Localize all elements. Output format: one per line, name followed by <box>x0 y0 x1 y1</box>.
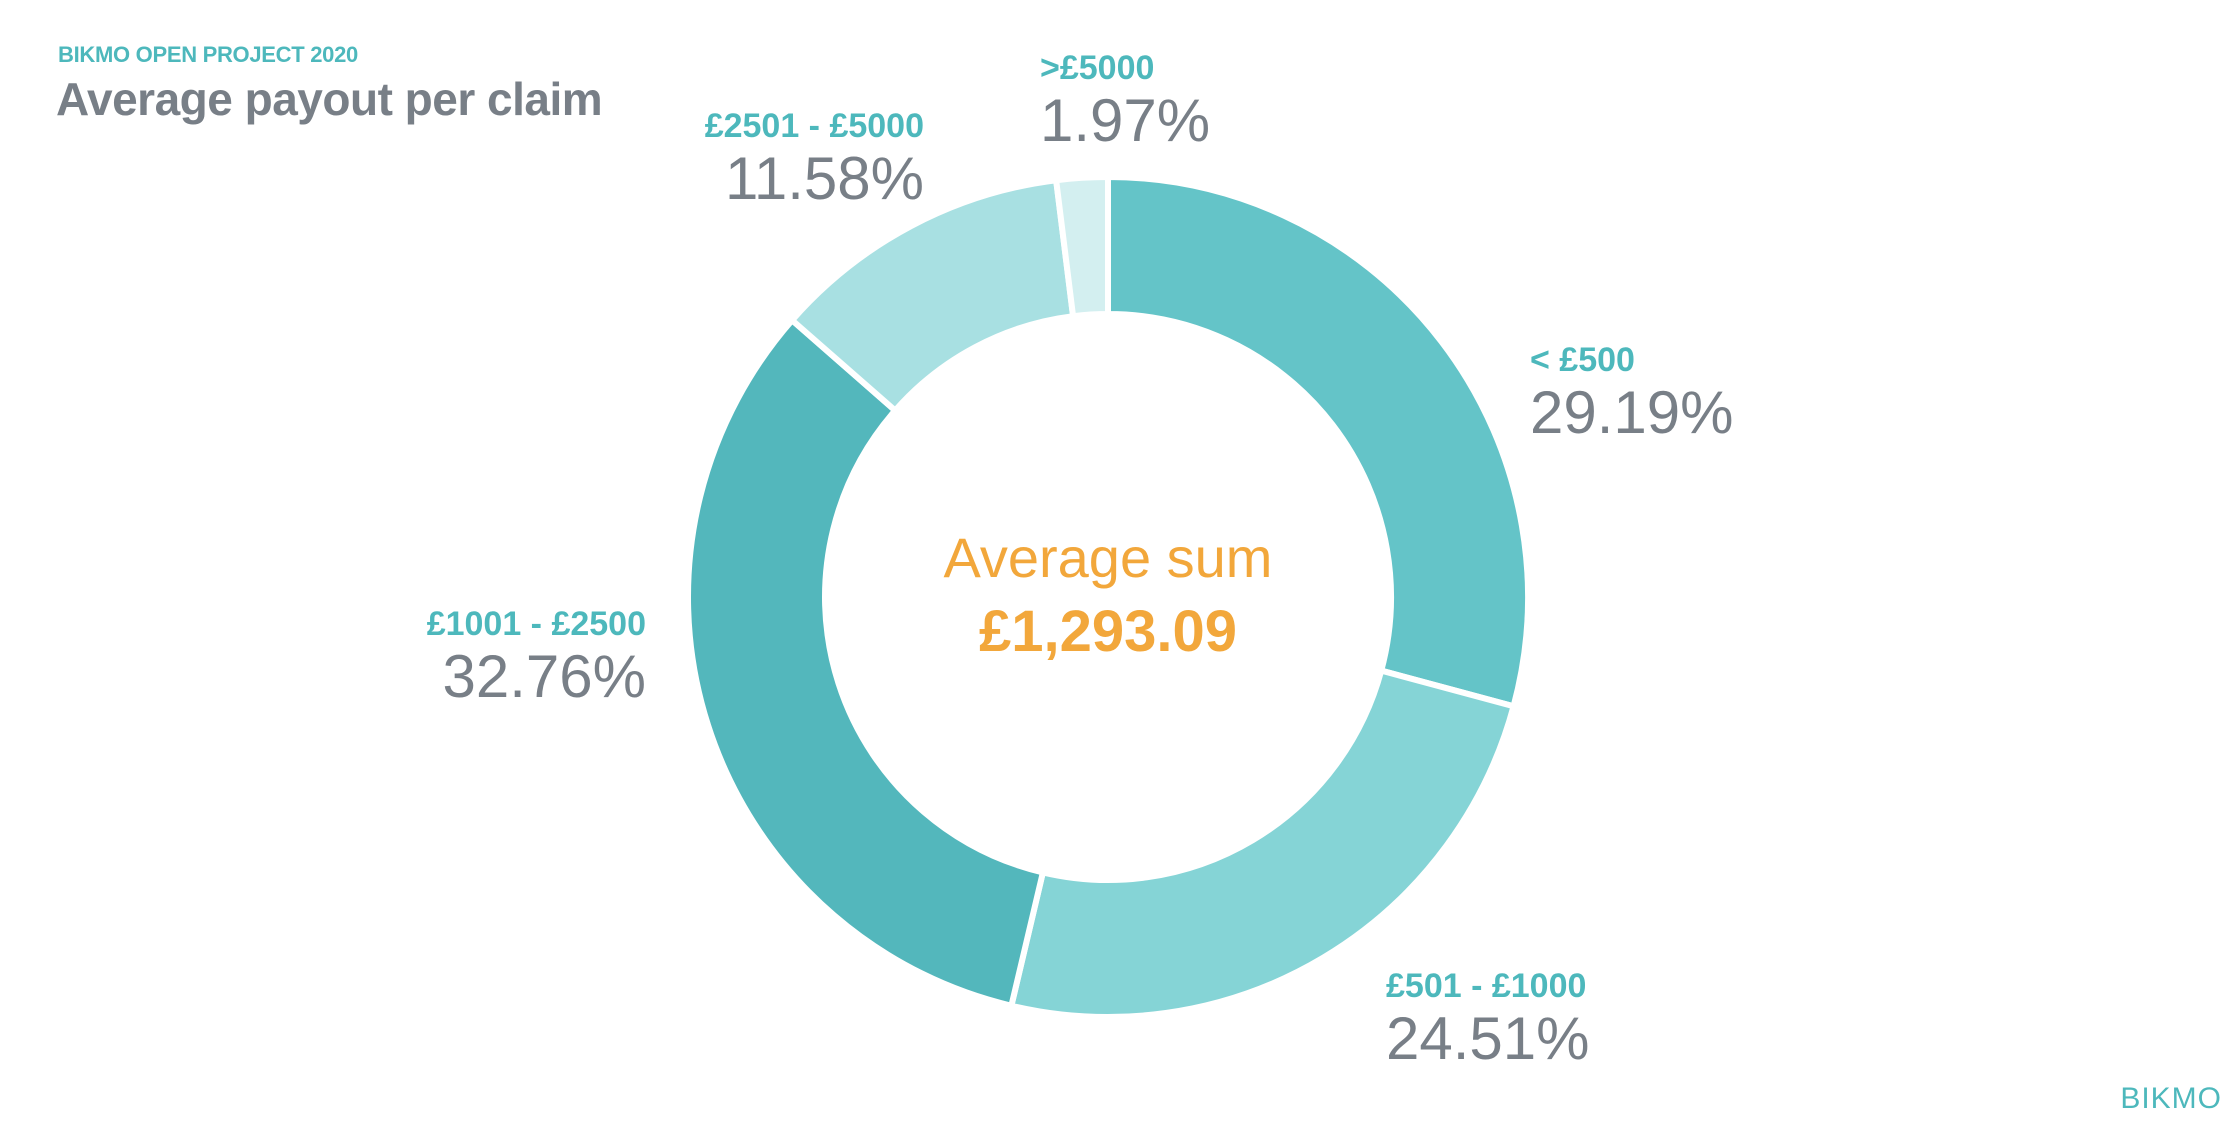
label-501-1000: £501 - £1000 24.51% <box>1386 966 1590 1072</box>
label-percent: 29.19% <box>1530 379 1734 446</box>
label-range: < £500 <box>1530 341 1635 379</box>
label-over-5000: >£5000 1.97% <box>1040 48 1210 154</box>
donut-slice <box>685 315 1047 1010</box>
donut-slice <box>1105 173 1531 710</box>
label-percent: 24.51% <box>1386 1005 1590 1072</box>
center-label: Average sum <box>943 526 1273 589</box>
label-percent: 11.58% <box>724 145 924 212</box>
chart-subtitle: BIKMO OPEN PROJECT 2020 <box>58 42 358 67</box>
label-range: £2501 - £5000 <box>704 107 924 145</box>
label-range: >£5000 <box>1040 49 1155 87</box>
donut-slice <box>1052 173 1111 320</box>
label-percent: 32.76% <box>442 643 647 710</box>
chart-title: Average payout per claim <box>56 73 603 125</box>
label-1001-2500: £1001 - £2500 32.76% <box>427 604 646 710</box>
brand-logo: BIKMO <box>2120 1082 2222 1115</box>
label-range: £501 - £1000 <box>1386 967 1587 1005</box>
label-under-500: < £500 29.19% <box>1530 340 1734 446</box>
label-2501-5000: £2501 - £5000 11.58% <box>705 106 924 212</box>
label-percent: 1.97% <box>1040 87 1211 154</box>
donut-slice <box>1007 666 1518 1020</box>
label-range: £1001 - £2500 <box>426 605 646 643</box>
center-value: £1,293.09 <box>978 599 1238 664</box>
